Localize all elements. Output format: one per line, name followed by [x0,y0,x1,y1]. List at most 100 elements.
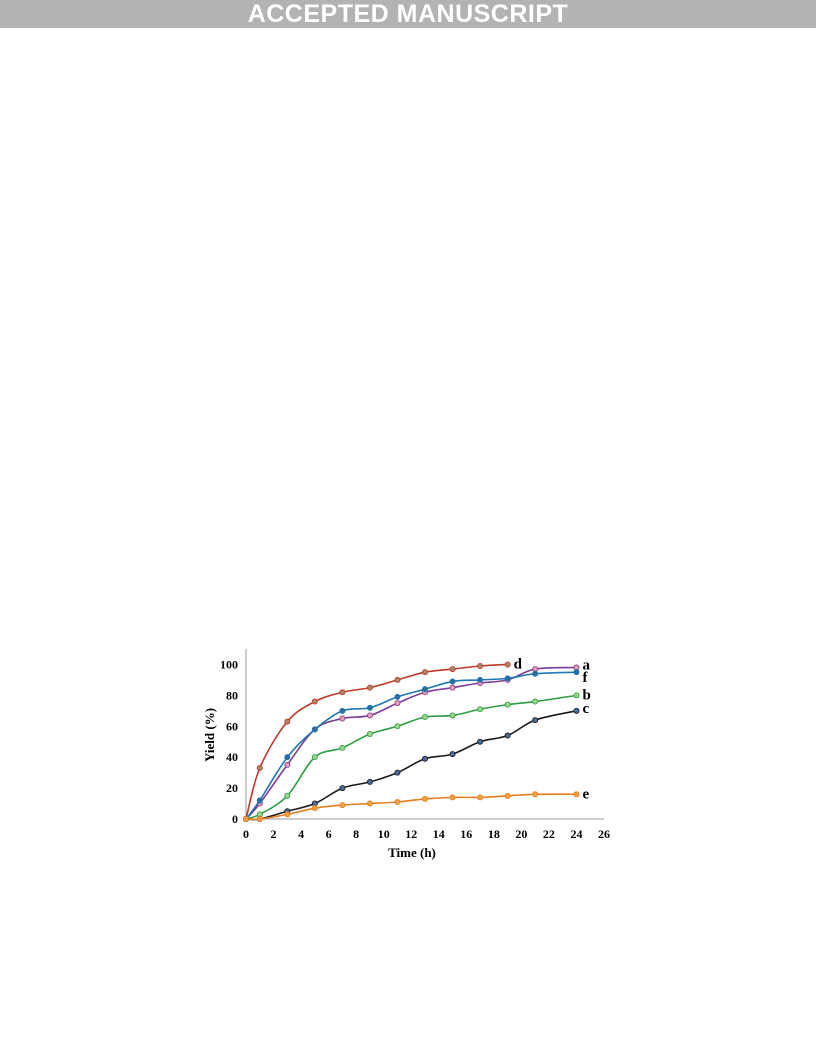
y-tick-label: 80 [226,688,238,702]
data-point [477,676,484,683]
data-point [421,669,428,676]
data-point [339,802,346,809]
data-point [311,805,318,812]
data-point [573,692,580,699]
data-point [394,798,401,805]
series-label-b: b [582,687,590,703]
data-point [477,794,484,801]
x-tick-label: 20 [515,827,527,841]
data-point [504,732,511,739]
data-point [394,723,401,730]
data-point [532,791,539,798]
data-point [504,792,511,799]
data-point [366,712,373,719]
data-point [573,791,580,798]
series-line-f [245,671,577,820]
series-b [243,692,580,822]
x-tick-label: 14 [433,827,445,841]
data-point [256,815,263,822]
data-point [394,700,401,707]
series-e [243,791,580,822]
data-point [394,769,401,776]
x-tick-label: 6 [326,827,332,841]
data-point [339,744,346,751]
data-point [366,704,373,711]
series-a [243,664,580,822]
data-point [366,778,373,785]
data-point [532,670,539,677]
manuscript-banner: ACCEPTED MANUSCRIPT [0,0,816,28]
series-line-a [245,666,577,820]
chart-lines [243,661,580,822]
series-label-c: c [582,701,589,717]
x-tick-label: 22 [543,827,555,841]
data-point [366,800,373,807]
data-point [449,712,456,719]
data-point [311,754,318,761]
data-point [421,755,428,762]
y-tick-label: 100 [220,657,238,671]
data-point [449,678,456,685]
data-point [504,675,511,682]
series-line-c [245,710,577,821]
data-point [477,738,484,745]
x-tick-label: 4 [298,827,304,841]
x-tick-label: 26 [598,827,610,841]
data-point [532,717,539,724]
series-line-e [245,793,577,821]
data-point [449,684,456,691]
data-point [366,684,373,691]
y-tick-label: 40 [226,750,238,764]
y-axis-label: Yield (%) [202,708,217,762]
data-point [339,689,346,696]
y-tick-label: 60 [226,719,238,733]
y-tick-label: 0 [232,812,238,826]
data-point [284,792,291,799]
data-point [394,676,401,683]
x-tick-label: 24 [570,827,582,841]
x-tick-label: 8 [353,827,359,841]
series-label-e: e [582,786,589,802]
data-point [421,686,428,693]
chart-axes [245,649,604,820]
data-point [284,761,291,768]
x-tick-label: 18 [488,827,500,841]
x-tick-label: 12 [405,827,417,841]
data-point [339,707,346,714]
data-point [421,795,428,802]
data-point [532,698,539,705]
series-label-f: f [582,670,588,686]
data-point [284,754,291,761]
data-point [256,764,263,771]
banner-label: ACCEPTED MANUSCRIPT [247,0,569,28]
data-point [394,693,401,700]
data-point [243,815,250,822]
x-tick-label: 10 [378,827,390,841]
y-tick-label: 20 [226,781,238,795]
data-point [284,811,291,818]
data-point [477,662,484,669]
x-axis-label: Time (h) [388,845,436,860]
data-point [504,701,511,708]
x-tick-label: 0 [243,827,249,841]
data-point [339,785,346,792]
data-point [311,726,318,733]
series-label-d: d [514,656,523,672]
series-label-a: a [582,658,590,674]
data-point [449,751,456,758]
data-point [421,714,428,721]
data-point [284,718,291,725]
data-point [256,797,263,804]
data-point [339,715,346,722]
data-point [311,698,318,705]
data-point [573,707,580,714]
data-point [573,669,580,676]
data-point [477,706,484,713]
x-tick-label: 2 [271,827,277,841]
series-c [243,707,580,822]
data-point [504,661,511,668]
